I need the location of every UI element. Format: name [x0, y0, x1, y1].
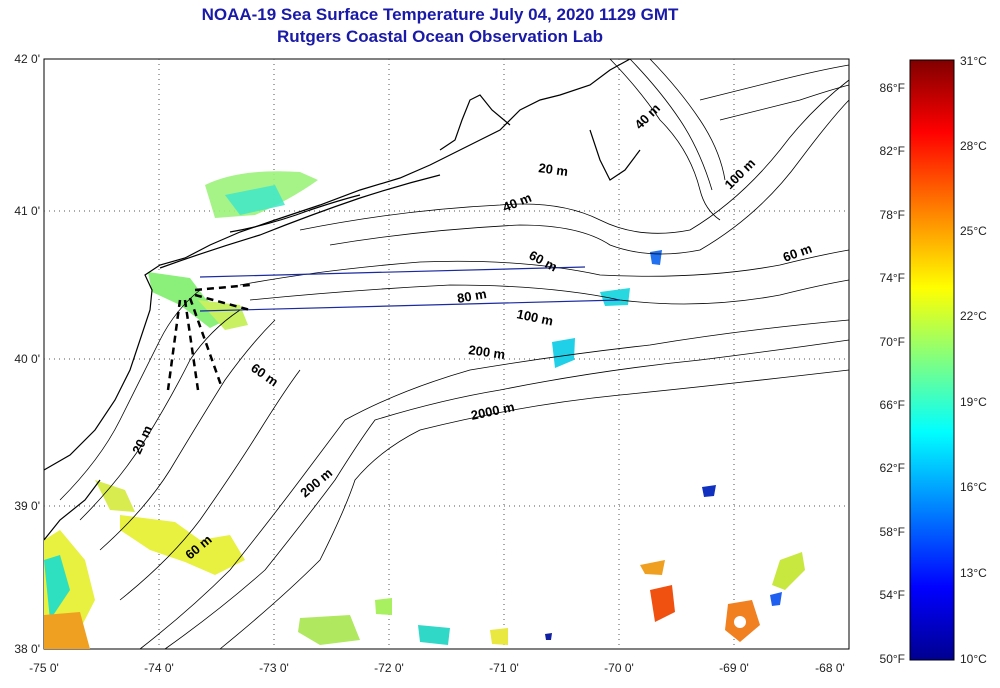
cbar-f-78: 78°F — [880, 208, 905, 222]
colorbar — [909, 59, 955, 661]
sst-patch-east-1 — [772, 552, 805, 590]
sst-patch-shelf-south — [120, 515, 245, 575]
cbar-f-86: 86°F — [880, 81, 905, 95]
lat-axis-labels: 42 0' 41 0' 40 0' 39 0' 38 0' — [14, 52, 40, 656]
lon-label-71: -71 0' — [489, 661, 519, 675]
cbar-f-58: 58°F — [880, 525, 905, 539]
contour-label-200m: 200 m — [468, 342, 507, 362]
lat-label-40: 40 0' — [14, 352, 40, 366]
transect-line-north — [199, 266, 586, 278]
lat-label-38: 38 0' — [14, 642, 40, 656]
sst-patch-warm-ring-center — [734, 616, 746, 628]
lon-label-70: -70 0' — [604, 661, 634, 675]
sst-patch-south-4 — [490, 628, 508, 645]
sst-patch-nj-coast — [95, 480, 135, 512]
cbar-f-66: 66°F — [880, 398, 905, 412]
dashed-lanes — [166, 283, 251, 391]
sst-patch-delmarva-cool — [44, 555, 70, 620]
transect-line-south — [199, 299, 621, 312]
sst-patch-south-5 — [545, 633, 552, 640]
sst-patch-dark-blue — [702, 485, 716, 497]
cbar-f-74: 74°F — [880, 271, 905, 285]
cbar-c-13: 13°C — [960, 566, 987, 580]
sst-patch-shelf-1 — [600, 288, 630, 306]
cbar-f-50: 50°F — [880, 652, 905, 666]
transect-lines — [199, 266, 621, 312]
lon-label-72: -72 0' — [374, 661, 404, 675]
contour-label-20m-north: 20 m — [538, 160, 569, 179]
map-subtitle: Rutgers Coastal Ocean Observation Lab — [277, 27, 603, 46]
sst-patch-south-2 — [418, 625, 450, 645]
contour-label-80m: 80 m — [456, 286, 488, 306]
lon-label-69: -69 0' — [719, 661, 749, 675]
sst-patch-ny-bight-east — [198, 300, 248, 330]
cbar-c-22: 22°C — [960, 309, 987, 323]
sst-patch-long-island-sound-cool — [225, 185, 285, 215]
sst-patch-blue-1 — [650, 250, 662, 265]
colorbar-fahrenheit-labels: 86°F 82°F 78°F 74°F 70°F 66°F 62°F 58°F … — [880, 81, 905, 666]
lon-label-68: -68 0' — [815, 661, 845, 675]
cbar-c-25: 25°C — [960, 224, 987, 238]
bathymetry-contours — [59, 58, 850, 650]
cbar-f-70: 70°F — [880, 335, 905, 349]
sst-patch-warm-1 — [650, 585, 675, 622]
sst-patch-delmarva-warm — [44, 612, 90, 649]
lat-label-41: 41 0' — [14, 204, 40, 218]
cbar-c-10: 10°C — [960, 652, 987, 666]
sst-patch-south-1 — [298, 615, 360, 645]
sst-patch-east-blue — [770, 592, 782, 606]
map-title: NOAA-19 Sea Surface Temperature July 04,… — [201, 5, 679, 24]
coastline — [43, 58, 641, 541]
lat-label-42: 42 0' — [14, 52, 40, 66]
lat-lon-grid — [44, 59, 849, 649]
lon-axis-labels: -75 0' -74 0' -73 0' -72 0' -71 0' -70 0… — [29, 661, 845, 675]
sst-patch-south-3 — [375, 598, 392, 615]
cbar-c-19: 19°C — [960, 395, 987, 409]
sst-patch-warm-2 — [640, 560, 665, 575]
cbar-c-28: 28°C — [960, 139, 987, 153]
contour-label-100m: 100 m — [515, 306, 554, 328]
lon-label-73: -73 0' — [259, 661, 289, 675]
lon-label-75: -75 0' — [29, 661, 59, 675]
colorbar-celsius-labels: 31°C 28°C 25°C 22°C 19°C 16°C 13°C 10°C — [960, 54, 987, 666]
cbar-f-82: 82°F — [880, 144, 905, 158]
cbar-f-54: 54°F — [880, 588, 905, 602]
sst-patch-shelf-2 — [552, 338, 575, 368]
cbar-c-31: 31°C — [960, 54, 987, 68]
cbar-c-16: 16°C — [960, 480, 987, 494]
lon-label-74: -74 0' — [144, 661, 174, 675]
lat-label-39: 39 0' — [14, 499, 40, 513]
cbar-f-62: 62°F — [880, 461, 905, 475]
